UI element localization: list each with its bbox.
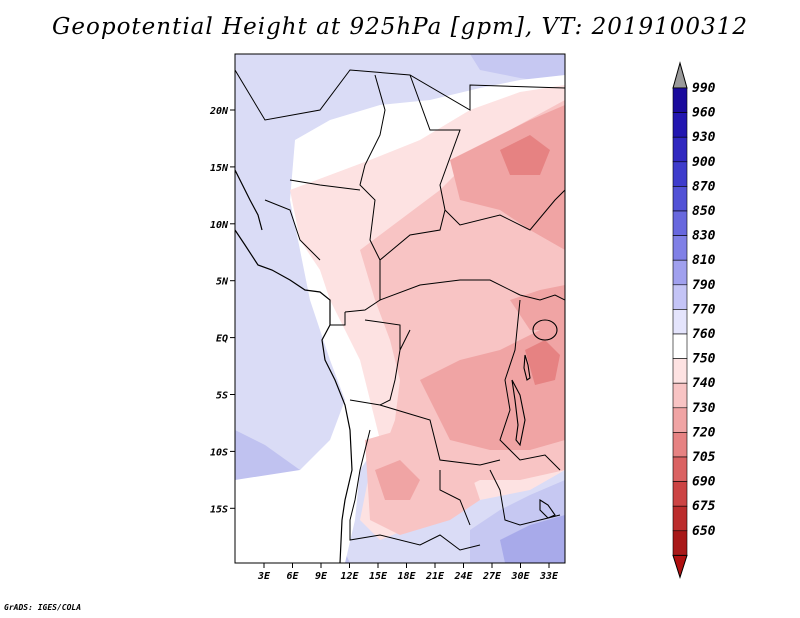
colorbar-swatch <box>672 235 688 261</box>
coastline <box>235 169 353 563</box>
colorbar-swatch <box>672 505 688 532</box>
colorbar-swatch <box>672 382 688 409</box>
colorbar-swatch <box>672 87 688 113</box>
lat-tick-label: 5N <box>216 277 229 288</box>
colorbar-label: 870 <box>692 179 716 194</box>
colorbar-label: 850 <box>692 204 716 219</box>
lat-tick-label: 15S <box>210 504 228 515</box>
lon-tick-label: 9E <box>315 571 328 582</box>
colorbar-bottom-arrow <box>672 554 688 580</box>
lon-tick-label: 15E <box>369 571 388 582</box>
lon-tick-label: 21E <box>425 571 445 582</box>
colorbar-label: 690 <box>692 475 716 490</box>
colorbar-label: 705 <box>692 450 716 465</box>
great-lakes <box>511 319 558 519</box>
lon-tick-label: 12E <box>340 571 359 582</box>
colorbar-swatch <box>672 309 688 335</box>
lon-tick-label: 27E <box>482 571 502 582</box>
colorbar-label: 900 <box>692 155 716 170</box>
colorbar: 990 960 930 900 870 850 830 810 790 770 760 750 740 7… <box>672 61 716 580</box>
lat-tick-label: 20N <box>209 106 229 117</box>
colorbar-swatch <box>672 112 688 138</box>
colorbar-label: 990 <box>692 81 716 96</box>
colorbar-label: 740 <box>692 376 716 391</box>
colorbar-swatch <box>672 136 688 163</box>
grads-credit: GrADS: IGES/COLA <box>4 603 82 612</box>
colorbar-label: 760 <box>692 327 716 342</box>
colorbar-label: 750 <box>692 352 716 367</box>
colorbar-swatch <box>672 432 688 458</box>
colorbar-swatch <box>672 210 688 236</box>
longitude-axis: 3E 6E 9E 12E 15E 18E 21E 24E 27E 30E 33E <box>257 563 559 582</box>
colorbar-label: 960 <box>692 106 716 121</box>
colorbar-label: 650 <box>692 524 716 539</box>
colorbar-swatch <box>672 186 688 212</box>
lat-tick-label: 10S <box>210 447 228 458</box>
latitude-axis: 20N 15N 10N 5N EQ 5S 10S 15S <box>209 106 235 515</box>
colorbar-label: 770 <box>692 302 716 317</box>
map-frame <box>234 53 566 564</box>
country-borders <box>235 69 565 551</box>
lon-tick-label: 24E <box>453 571 473 582</box>
lon-tick-label: 6E <box>286 571 299 582</box>
map-field <box>235 54 565 563</box>
colorbar-swatch <box>672 161 688 187</box>
colorbar-label: 930 <box>692 130 716 145</box>
lon-tick-label: 18E <box>397 571 416 582</box>
colorbar-swatch <box>672 481 688 507</box>
colorbar-label: 830 <box>692 229 716 244</box>
colorbar-swatch <box>672 259 688 286</box>
colorbar-label: 720 <box>692 425 716 440</box>
chart-title: Geopotential Height at 925hPa [gpm], VT:… <box>52 14 748 40</box>
lon-tick-label: 3E <box>257 571 271 582</box>
colorbar-label: 730 <box>692 401 716 416</box>
lat-tick-label: EQ <box>216 334 228 345</box>
lon-tick-label: 30E <box>510 571 530 582</box>
colorbar-label: 790 <box>692 278 716 293</box>
colorbar-swatch <box>672 284 688 310</box>
colorbar-swatch <box>672 456 688 482</box>
colorbar-swatch <box>672 530 688 556</box>
colorbar-swatch <box>672 333 688 359</box>
colorbar-label: 810 <box>692 253 716 268</box>
colorbar-label: 675 <box>692 499 716 514</box>
lat-tick-label: 15N <box>210 163 229 174</box>
lon-tick-label: 33E <box>539 571 559 582</box>
lat-tick-label: 10N <box>210 220 229 231</box>
colorbar-top-arrow <box>672 61 688 89</box>
colorbar-swatch <box>672 358 688 384</box>
colorbar-swatch <box>672 407 688 433</box>
lat-tick-label: 5S <box>216 391 228 402</box>
